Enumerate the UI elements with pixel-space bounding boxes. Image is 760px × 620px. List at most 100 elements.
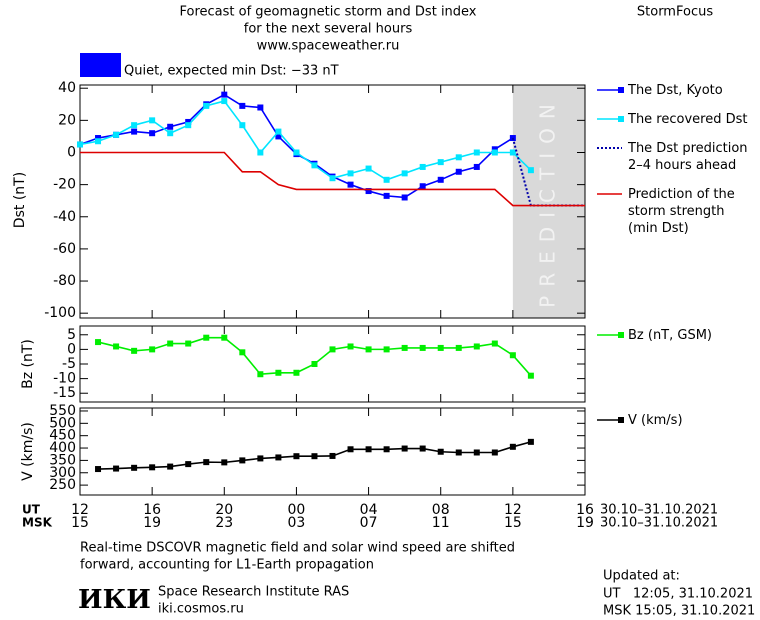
legend-marker <box>618 116 624 122</box>
data-point <box>437 448 444 455</box>
x-tick-label: 12 <box>71 502 89 518</box>
data-point <box>203 459 210 466</box>
data-point <box>473 343 480 350</box>
data-point <box>257 371 264 378</box>
x-tick-label: 19 <box>576 515 594 531</box>
data-point <box>149 346 156 353</box>
data-point <box>509 352 516 359</box>
data-point <box>293 149 300 156</box>
data-point <box>509 443 516 450</box>
status-label: Quiet, expected min Dst: −33 nT <box>124 64 339 79</box>
data-point <box>257 455 264 462</box>
x-tick-label: 20 <box>215 502 233 518</box>
x-tick-label: 16 <box>143 502 161 518</box>
data-point <box>419 344 426 351</box>
data-point <box>113 465 120 472</box>
x-tick-label: 23 <box>215 515 233 531</box>
data-point <box>473 449 480 456</box>
data-point <box>239 122 246 129</box>
x-axis-title: UT <box>22 503 41 517</box>
series-line <box>97 336 532 377</box>
x-axis-title: MSK <box>22 516 53 530</box>
legend-marker <box>618 332 624 338</box>
data-point <box>383 446 390 453</box>
data-point <box>239 349 246 356</box>
data-point <box>149 130 156 137</box>
series-line <box>79 93 514 199</box>
data-point <box>527 372 534 379</box>
data-point <box>275 133 282 140</box>
updated-ut: UT 12:05, 31.10.2021 <box>603 587 753 602</box>
y-tick-label: -5 <box>62 356 76 372</box>
legend-entry: V (km/s) <box>628 413 683 428</box>
data-point <box>185 461 192 468</box>
legend-entry: The recovered Dst <box>627 112 747 127</box>
data-point <box>401 445 408 452</box>
brand: StormFocus <box>637 5 713 20</box>
data-point <box>365 165 372 172</box>
title: Forecast of geomagnetic storm and Dst in… <box>179 5 476 20</box>
data-point <box>95 339 102 346</box>
x-tick-label: 16 <box>576 502 594 518</box>
data-point <box>77 141 83 148</box>
data-point <box>527 438 534 445</box>
data-point <box>131 128 138 135</box>
data-point <box>149 464 156 471</box>
data-point <box>257 104 264 111</box>
data-point <box>401 194 408 201</box>
y-tick-label: 400 <box>49 440 76 456</box>
data-point <box>401 170 408 177</box>
title: www.spaceweather.ru <box>257 39 400 54</box>
data-point <box>239 102 246 109</box>
data-point <box>311 361 318 367</box>
data-point <box>329 452 336 459</box>
data-point <box>491 340 498 347</box>
data-point <box>113 343 120 350</box>
data-point <box>365 188 372 195</box>
data-point <box>293 453 300 460</box>
y-tick-label: 0 <box>67 144 76 160</box>
data-point <box>419 183 426 190</box>
data-point <box>437 159 444 166</box>
x-tick-label: 19 <box>143 515 161 531</box>
y-tick-label: 450 <box>49 428 76 444</box>
plot-frame <box>79 84 586 319</box>
data-point <box>491 449 498 456</box>
y-tick-label: 5 <box>67 327 76 343</box>
x-tick-label: 08 <box>432 502 450 518</box>
data-point <box>383 176 390 183</box>
date-range: 30.10–31.10.2021 <box>600 503 718 518</box>
y-tick-label: 550 <box>49 403 76 419</box>
axis-label: Dst (nT) <box>12 172 28 228</box>
y-tick-label: -15 <box>53 385 76 401</box>
data-point <box>167 123 174 130</box>
axis-label: V (km/s) <box>20 422 36 481</box>
prediction-label: PREDICTION <box>535 95 559 308</box>
title: for the next several hours <box>244 22 413 37</box>
data-point <box>275 369 282 376</box>
legend-entry: Bz (nT, GSM) <box>628 328 712 343</box>
x-tick-label: 15 <box>71 515 89 531</box>
y-tick-label: 20 <box>58 112 76 128</box>
data-point <box>311 453 318 460</box>
note: forward, accounting for L1-Earth propaga… <box>80 558 374 573</box>
data-point <box>131 464 138 471</box>
data-point <box>455 154 462 161</box>
data-point <box>95 135 102 142</box>
x-tick-label: 15 <box>504 515 522 531</box>
y-tick-label: -40 <box>53 209 76 225</box>
data-point <box>347 170 354 177</box>
logo: ИКИ <box>78 585 151 615</box>
data-point <box>491 149 498 156</box>
data-point <box>329 175 336 182</box>
data-point <box>383 346 390 353</box>
data-point <box>491 146 498 153</box>
data-point <box>149 117 156 124</box>
legend-entry: The Dst prediction 2–4 hours ahead <box>627 141 748 173</box>
data-point <box>473 163 480 170</box>
data-point <box>347 343 354 350</box>
data-point <box>257 149 264 156</box>
date-range: 30.10–31.10.2021 <box>600 516 718 531</box>
updated-msk: MSK 15:05, 31.10.2021 <box>603 604 755 619</box>
